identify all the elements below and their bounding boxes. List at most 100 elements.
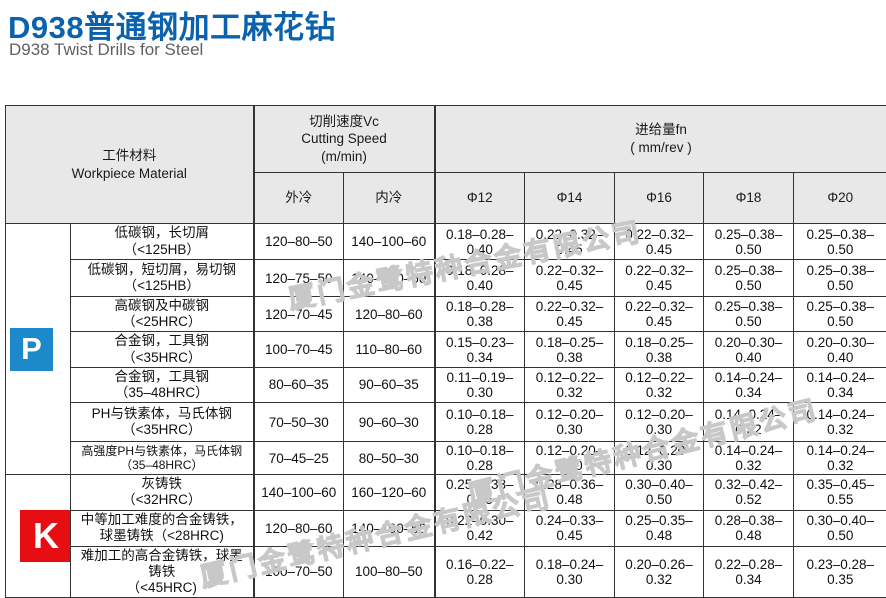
vc-external-cell: 120–80–50 [254,224,344,260]
group-cell-k: K [6,475,71,598]
fn-cell-d14: 0.22–0.32–0.45 [525,297,615,332]
feed-header-zh: 进给量fn [438,121,885,139]
fn-cell-d14: 0.24–0.33–0.45 [525,510,615,546]
material-cell: 合金钢，工具钢 （35–48HRC） [71,367,254,402]
material-cell: 低碳钢，长切屑 （<125HB） [71,224,254,260]
fn-cell-d12: 0.15–0.23–0.34 [435,332,525,367]
fn-cell-d12: 0.18–0.28–0.38 [435,297,525,332]
fn-cell-d20: 0.14–0.24–0.34 [794,367,886,402]
material-cell: 灰铸铁 （<32HRC） [71,475,254,510]
material-cell: PH与铁素体，马氏体钢 （<35HRC） [71,403,254,442]
col-header-d12: Φ12 [435,173,525,224]
fn-cell-d20: 0.25–0.38–0.50 [794,224,886,260]
fn-cell-d18: 0.25–0.38–0.50 [704,297,794,332]
fn-cell-d16: 0.22–0.32–0.45 [615,224,704,260]
vc-external-cell: 70–45–25 [254,442,344,475]
fn-cell-d14: 0.12–0.20–0.30 [525,442,615,475]
vc-internal-cell: 160–120–60 [344,475,435,510]
speed-header-en: Cutting Speed [257,130,432,148]
fn-cell-d16: 0.12–0.20–0.30 [615,403,704,442]
vc-external-cell: 100–70–50 [254,546,344,598]
group-badge-p: P [10,328,53,371]
vc-internal-cell: 140–100–60 [344,224,435,260]
col-header-cutting-speed: 切削速度Vc Cutting Speed (m/min) [254,106,435,173]
fn-cell-d12: 0.10–0.18–0.28 [435,442,525,475]
fn-cell-d14: 0.18–0.24–0.30 [525,546,615,598]
material-cell: 中等加工难度的合金铸铁， 球墨铸铁（<28HRC) [71,510,254,546]
fn-cell-d14: 0.22–0.32–0.45 [525,224,615,260]
fn-cell-d18: 0.28–0.38–0.48 [704,510,794,546]
spec-table: 工件材料 Workpiece Material 切削速度Vc Cutting S… [5,105,886,598]
fn-cell-d12: 0.11–0.19–0.30 [435,367,525,402]
vc-external-cell: 70–50–30 [254,403,344,442]
feed-header-unit: ( mm/rev ) [438,139,885,157]
fn-cell-d18: 0.32–0.42–0.52 [704,475,794,510]
fn-cell-d12: 0.22–0.30–0.42 [435,510,525,546]
material-cell: 高强度PH与铁素体，马氏体钢 （35–48HRC） [71,442,254,475]
fn-cell-d14: 0.12–0.20–0.30 [525,403,615,442]
vc-internal-cell: 90–60–30 [344,403,435,442]
fn-cell-d14: 0.28–0.36–0.48 [525,475,615,510]
fn-cell-d18: 0.25–0.38–0.50 [704,260,794,297]
material-cell: 高碳钢及中碳钢 （<25HRC） [71,297,254,332]
vc-external-cell: 100–70–45 [254,332,344,367]
fn-cell-d12: 0.10–0.18–0.28 [435,403,525,442]
fn-cell-d20: 0.25–0.38–0.50 [794,260,886,297]
fn-cell-d14: 0.12–0.22–0.32 [525,367,615,402]
fn-cell-d16: 0.30–0.40–0.50 [615,475,704,510]
fn-cell-d20: 0.20–0.30–0.40 [794,332,886,367]
material-header-zh: 工件材料 [8,147,251,165]
fn-cell-d12: 0.18–0.28–0.40 [435,260,525,297]
material-cell: 难加工的高合金铸铁，球墨 铸铁 （<45HRC) [71,546,254,598]
fn-cell-d18: 0.22–0.28–0.34 [704,546,794,598]
fn-cell-d16: 0.22–0.32–0.45 [615,297,704,332]
vc-internal-cell: 90–60–35 [344,367,435,402]
fn-cell-d18: 0.14–0.24–0.32 [704,403,794,442]
vc-internal-cell: 80–50–30 [344,442,435,475]
fn-cell-d18: 0.25–0.38–0.50 [704,224,794,260]
vc-internal-cell: 100–80–50 [344,546,435,598]
col-header-d20: Φ20 [794,173,886,224]
vc-internal-cell: 110–80–60 [344,332,435,367]
vc-external-cell: 140–100–60 [254,475,344,510]
fn-cell-d20: 0.25–0.38–0.50 [794,297,886,332]
fn-cell-d16: 0.12–0.20–0.30 [615,442,704,475]
speed-header-zh: 切削速度Vc [257,113,432,131]
vc-external-cell: 120–70–45 [254,297,344,332]
vc-external-cell: 120–80–60 [254,510,344,546]
group-badge-k: K [20,510,71,562]
page-subtitle: D938 Twist Drills for Steel [9,40,203,60]
fn-cell-d12: 0.16–0.22–0.28 [435,546,525,598]
fn-cell-d20: 0.14–0.24–0.32 [794,403,886,442]
fn-cell-d20: 0.30–0.40–0.50 [794,510,886,546]
group-cell-p: P [6,224,71,475]
fn-cell-d18: 0.14–0.24–0.32 [704,442,794,475]
vc-internal-cell: 120–80–60 [344,297,435,332]
fn-cell-d16: 0.12–0.22–0.32 [615,367,704,402]
fn-cell-d16: 0.22–0.32–0.45 [615,260,704,297]
fn-cell-d14: 0.18–0.25–0.38 [525,332,615,367]
fn-cell-d20: 0.23–0.28–0.35 [794,546,886,598]
vc-external-cell: 80–60–35 [254,367,344,402]
vc-internal-cell: 140–100–60 [344,510,435,546]
fn-cell-d20: 0.14–0.24–0.32 [794,442,886,475]
material-header-en: Workpiece Material [8,165,251,183]
col-header-internal-cooling: 内冷 [344,173,435,224]
speed-header-unit: (m/min) [257,148,432,166]
fn-cell-d16: 0.20–0.26–0.32 [615,546,704,598]
material-cell: 低碳钢，短切屑，易切钢 （<125HB） [71,260,254,297]
fn-cell-d14: 0.22–0.32–0.45 [525,260,615,297]
col-header-material: 工件材料 Workpiece Material [6,106,254,224]
fn-cell-d12: 0.25–0.33–0.45 [435,475,525,510]
col-header-d16: Φ16 [615,173,704,224]
